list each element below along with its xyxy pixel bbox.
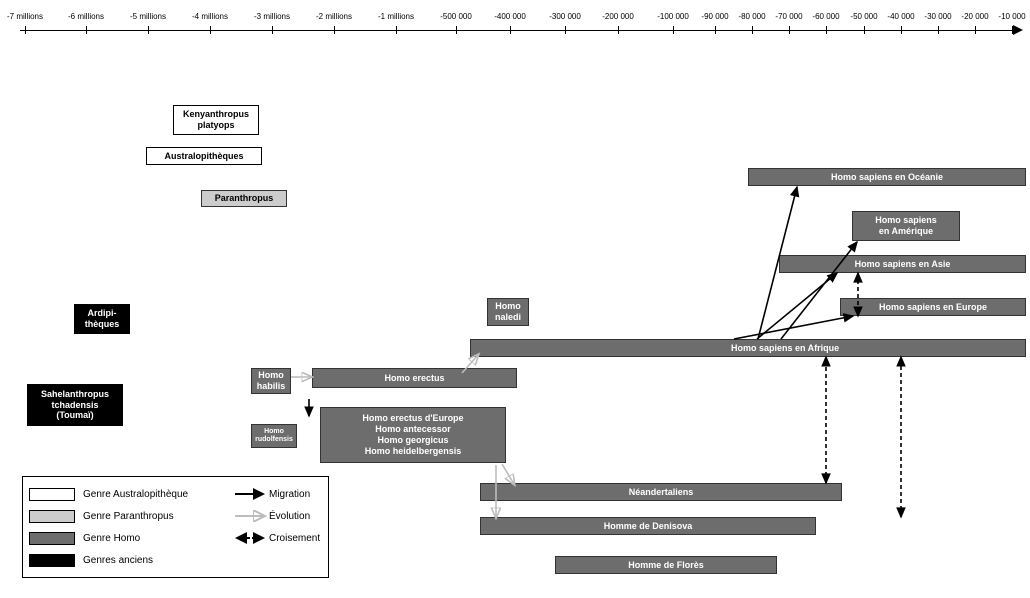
legend-label: Genres anciens xyxy=(83,555,213,566)
legend-row: Genre Paranthropus Évolution xyxy=(29,505,320,527)
legend-row: Genre Homo Croisement xyxy=(29,527,320,549)
legend-label: Migration xyxy=(269,489,310,500)
legend-label: Genre Paranthropus xyxy=(83,511,213,522)
legend-label: Genre Australopithèque xyxy=(83,489,213,500)
legend-label: Croisement xyxy=(269,533,320,544)
legend-row: Genre Australopithèque Migration xyxy=(29,483,320,505)
legend-symbol-croisement xyxy=(231,532,269,544)
legend-label: Évolution xyxy=(269,511,310,522)
legend-swatch xyxy=(29,554,75,567)
legend-label: Genre Homo xyxy=(83,533,213,544)
legend-symbol-evolution xyxy=(231,510,269,522)
legend-swatch xyxy=(29,510,75,523)
legend-row: Genres anciens xyxy=(29,549,320,571)
legend-swatch xyxy=(29,532,75,545)
legend-swatch xyxy=(29,488,75,501)
legend: Genre Australopithèque Migration Genre Par… xyxy=(22,476,329,578)
legend-symbol-migration xyxy=(231,488,269,500)
